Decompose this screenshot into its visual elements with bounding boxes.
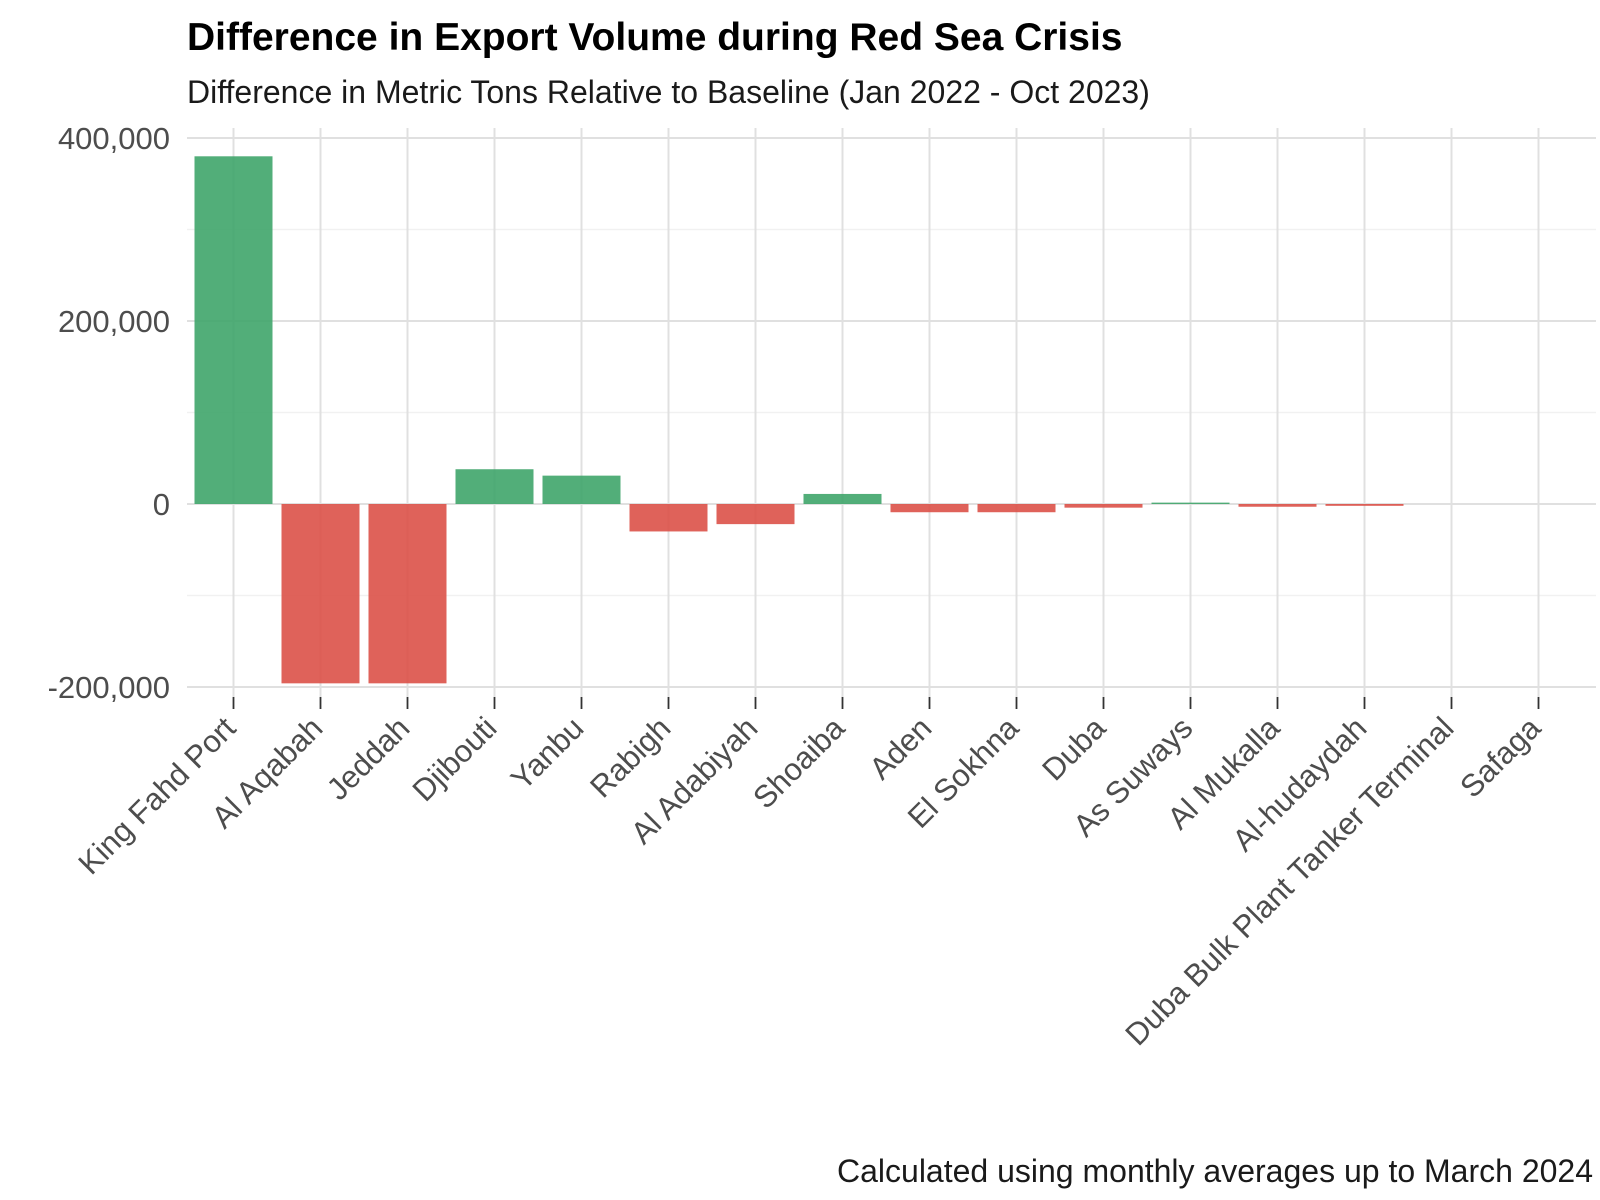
bar — [368, 504, 447, 684]
bar — [629, 504, 708, 532]
x-tick-label: Yanbu — [504, 710, 591, 797]
x-tick-label: King Fahd Port — [71, 710, 242, 881]
x-tick-label: Shoaiba — [746, 710, 852, 816]
bar — [281, 504, 360, 684]
x-tick-label: Safaga — [1453, 710, 1548, 805]
bar — [716, 504, 795, 525]
bar — [194, 156, 273, 505]
bar — [1238, 504, 1317, 507]
bar — [803, 493, 882, 504]
bar — [1325, 504, 1404, 506]
chart-subtitle: Difference in Metric Tons Relative to Ba… — [187, 74, 1150, 110]
bar — [1064, 504, 1143, 508]
x-tick-label: Aden — [863, 710, 939, 786]
bar — [977, 504, 1056, 513]
chart-caption: Calculated using monthly averages up to … — [837, 1153, 1593, 1189]
grid-lines — [187, 128, 1596, 697]
chart-title: Difference in Export Volume during Red S… — [187, 16, 1123, 59]
x-tick-label: Djibouti — [406, 710, 504, 808]
bar — [890, 504, 969, 513]
x-tick-label: Jeddah — [320, 710, 417, 807]
y-tick-label: 200,000 — [58, 304, 170, 339]
y-tick-label: -200,000 — [48, 670, 170, 705]
y-axis: -200,000 0 200,000 400,000 — [48, 121, 170, 705]
bar — [1151, 502, 1230, 504]
x-tick-label: Duba — [1035, 710, 1113, 788]
y-tick-label: 400,000 — [58, 121, 170, 156]
bars — [194, 156, 1404, 684]
bar — [542, 475, 621, 504]
y-tick-label: 0 — [153, 487, 170, 522]
bar — [455, 469, 534, 504]
